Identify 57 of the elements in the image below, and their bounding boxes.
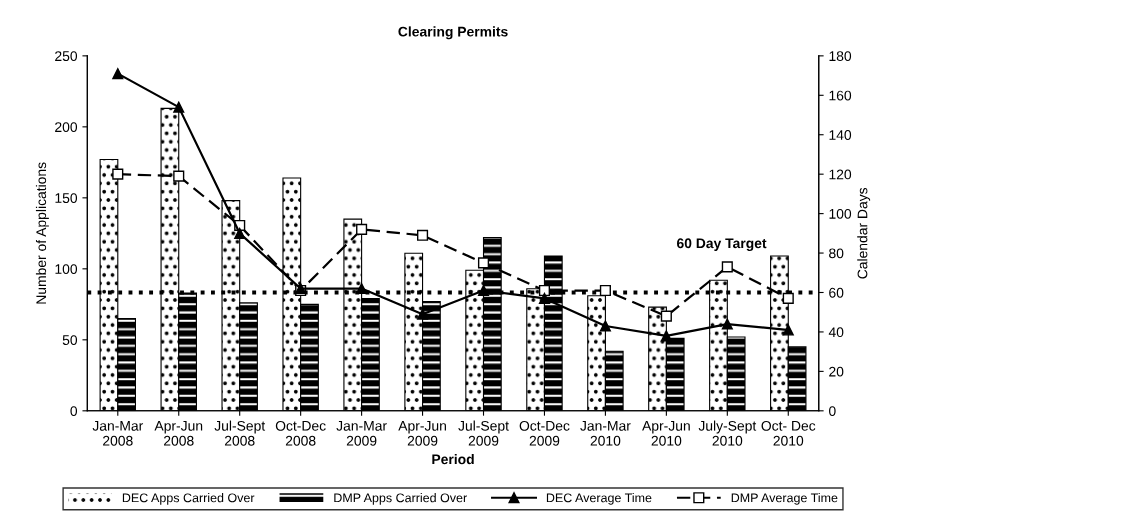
point bbox=[660, 310, 672, 322]
point bbox=[112, 168, 124, 180]
point bbox=[538, 284, 551, 297]
point bbox=[477, 284, 490, 297]
y2-tick-label: 60 bbox=[829, 287, 844, 298]
point bbox=[782, 292, 794, 304]
y2-axis-title: Calendar Days bbox=[857, 187, 871, 279]
x-tick-label: Jan-Mar 2008 bbox=[92, 421, 144, 446]
legend-label: DMP Average Time bbox=[731, 493, 838, 505]
point bbox=[538, 292, 551, 304]
y-tick-label: 50 bbox=[62, 335, 78, 345]
x-tick-label: Oct-Dec 2008 bbox=[275, 420, 326, 446]
point bbox=[356, 223, 368, 235]
y2-tick-label: 180 bbox=[829, 51, 852, 62]
point bbox=[477, 257, 490, 269]
point bbox=[417, 229, 429, 241]
x-tick-label: Jul-Sept 2008 bbox=[214, 420, 266, 446]
y2-tick-label: 40 bbox=[828, 327, 844, 338]
point bbox=[599, 320, 611, 332]
point bbox=[599, 284, 611, 297]
x-tick-label: July-Sept 2010 bbox=[698, 420, 757, 446]
x-tick-label: Oct-Dec 2009 bbox=[519, 420, 570, 446]
point bbox=[721, 261, 733, 273]
point bbox=[782, 324, 794, 336]
point bbox=[417, 308, 429, 320]
legend-label: DEC Average Time bbox=[546, 493, 652, 505]
y2-tick-label: 160 bbox=[829, 90, 852, 101]
y2-tick-label: 0 bbox=[829, 406, 836, 416]
x-tick-label: Apr-Jun 2010 bbox=[642, 421, 690, 446]
legend-label: DEC Apps Carried Over bbox=[122, 493, 255, 505]
ref-line-label: 60 Day Target bbox=[677, 238, 767, 251]
x-tick-label: Jan-Mar 2010 bbox=[580, 421, 631, 446]
legend-label: DMP Apps Carried Over bbox=[334, 493, 467, 505]
y2-tick-label: 140 bbox=[829, 130, 852, 140]
y-tick-label: 200 bbox=[55, 122, 78, 133]
point bbox=[234, 227, 246, 239]
point bbox=[112, 68, 124, 80]
point bbox=[660, 330, 672, 342]
x-tick-label: Apr-Jun 2009 bbox=[398, 421, 446, 446]
y2-tick-label: 80 bbox=[829, 248, 844, 259]
y-axis-title: Number of Applications bbox=[35, 162, 49, 304]
point bbox=[173, 170, 185, 182]
point bbox=[721, 318, 733, 330]
y2-tick-label: 120 bbox=[829, 169, 852, 180]
x-tick-label: Jul-Sept 2009 bbox=[458, 420, 509, 446]
y-tick-label: 250 bbox=[55, 51, 78, 62]
y-tick-label: 0 bbox=[70, 406, 78, 416]
x-tick-label: Oct- Dec 2010 bbox=[761, 420, 816, 446]
chart-title: Clearing Permits bbox=[398, 26, 508, 40]
y-tick-label: 100 bbox=[55, 264, 78, 274]
y2-tick-label: 20 bbox=[829, 366, 844, 377]
x-tick-label: Apr-Jun 2008 bbox=[154, 421, 203, 446]
x-tick-label: Jan-Mar 2009 bbox=[336, 421, 387, 446]
y-tick-label: 150 bbox=[55, 193, 78, 204]
x-axis-title: Period bbox=[432, 454, 474, 465]
point bbox=[173, 101, 185, 113]
y2-tick-label: 100 bbox=[829, 208, 852, 219]
